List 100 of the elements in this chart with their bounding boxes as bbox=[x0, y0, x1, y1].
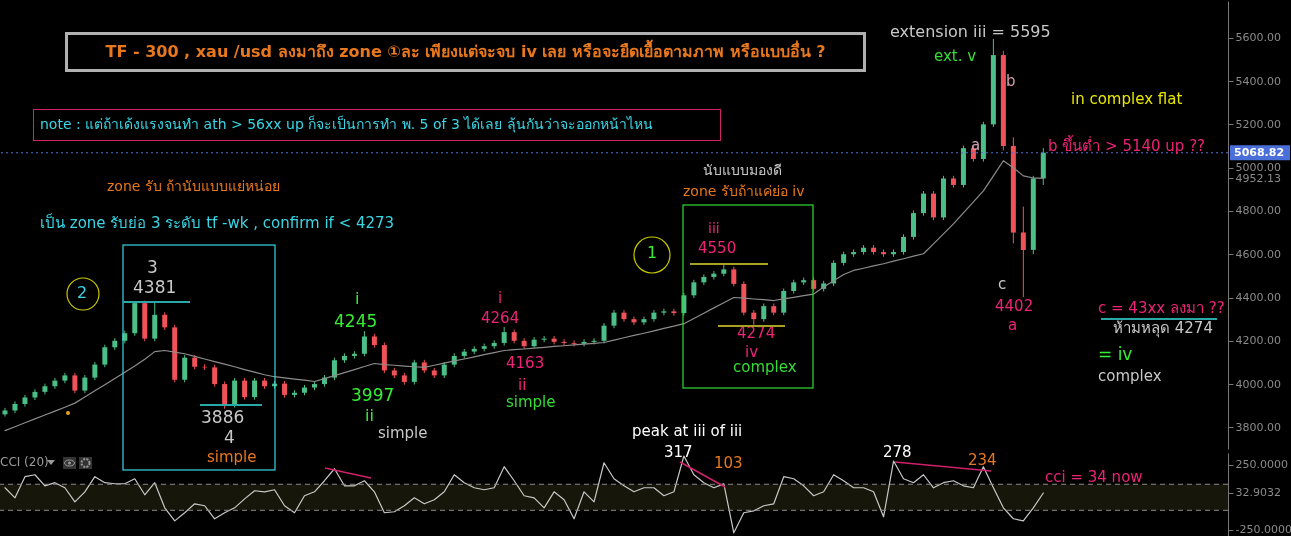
candlestick bbox=[631, 316, 637, 326]
candlestick bbox=[921, 190, 926, 217]
annotation: 3886 bbox=[201, 407, 245, 427]
candlestick bbox=[731, 266, 737, 287]
annotation: ii bbox=[518, 376, 527, 394]
candlestick bbox=[521, 337, 527, 350]
annotation: complex bbox=[733, 358, 797, 376]
y-tick-label: -250.0000 bbox=[1235, 523, 1291, 536]
candlestick bbox=[930, 190, 936, 221]
candlestick bbox=[901, 233, 907, 256]
chart-title: CCI (20) bbox=[0, 455, 49, 470]
annotation: 317 bbox=[664, 443, 693, 461]
annotation: 4163 bbox=[506, 354, 545, 372]
y-tick-label: 5400.00 bbox=[1235, 74, 1281, 88]
candlestick bbox=[2, 407, 8, 418]
candlestick bbox=[331, 357, 337, 381]
y-tick-label: 4000.00 bbox=[1235, 377, 1281, 391]
annotation: c bbox=[998, 275, 1007, 293]
annotation: cci = 34 now bbox=[1045, 468, 1143, 486]
candlestick bbox=[541, 335, 547, 343]
candlestick bbox=[72, 372, 78, 394]
annotation: 3 bbox=[147, 257, 158, 277]
candlestick bbox=[831, 259, 837, 287]
candlestick bbox=[411, 359, 417, 386]
candlestick bbox=[242, 377, 248, 401]
annotation: c = 43xx ลงมา ?? bbox=[1098, 299, 1225, 317]
candlestick bbox=[501, 326, 507, 347]
annotation: extension iii = 5595 bbox=[890, 22, 1051, 41]
candlestick bbox=[761, 303, 767, 323]
annotation: b ขึ้นต่ำ > 5140 up ?? bbox=[1048, 137, 1206, 155]
annotation: ext. v bbox=[934, 47, 977, 65]
annotation: a bbox=[1008, 316, 1018, 334]
y-tick-label: 5600.00 bbox=[1235, 31, 1281, 45]
annotation: b bbox=[1006, 72, 1016, 90]
candlestick bbox=[691, 279, 697, 299]
y-tick-label: 4400.00 bbox=[1235, 291, 1281, 304]
candlestick bbox=[102, 344, 108, 368]
annotation: a bbox=[971, 136, 981, 154]
candlestick bbox=[82, 374, 88, 394]
annotation: i bbox=[355, 289, 360, 308]
candlestick bbox=[561, 338, 567, 347]
y-tick-label: 4800.00 bbox=[1235, 204, 1281, 218]
text: note : แต่ถ้าเด้งแรงจนทำ ath > 56xx up ก็จะเป็นการทำ พ. 5 of 3 ได้เลย ลุ้นกันว่าจะออกหน้าไหน bbox=[33, 109, 721, 141]
annotation: 2 bbox=[77, 283, 88, 302]
y-tick-label: 4200.00 bbox=[1235, 334, 1281, 348]
annotation: 4402 bbox=[995, 297, 1034, 315]
annotation: 4 bbox=[224, 427, 235, 447]
candlestick bbox=[551, 335, 557, 345]
candlestick bbox=[601, 322, 607, 344]
candlestick bbox=[182, 354, 188, 383]
annotation: 4381 bbox=[133, 277, 177, 297]
candlestick bbox=[651, 309, 657, 323]
ref-line-label: 5068.82 bbox=[1234, 145, 1285, 159]
annotation: ii bbox=[365, 406, 374, 425]
annotation: peak at iii of iii bbox=[632, 422, 743, 440]
annotation: in complex flat bbox=[1071, 90, 1183, 108]
candlestick bbox=[611, 309, 617, 329]
annotation: i bbox=[498, 289, 503, 307]
candlestick bbox=[911, 210, 917, 240]
y-tick-label: 32.9032 bbox=[1235, 486, 1281, 500]
candlestick bbox=[571, 339, 577, 347]
candlestick bbox=[781, 287, 787, 316]
candlestick bbox=[361, 330, 367, 357]
y-tick-label: 5200.00 bbox=[1235, 117, 1281, 131]
annotation: 278 bbox=[883, 443, 912, 461]
candlestick bbox=[12, 400, 18, 414]
annotation: 103 bbox=[714, 454, 743, 472]
candlestick bbox=[1020, 206, 1026, 298]
annotation: simple bbox=[207, 448, 257, 466]
annotation: = iv bbox=[1098, 344, 1133, 364]
candlestick bbox=[92, 361, 98, 381]
y-tick-label: 3800.00 bbox=[1235, 420, 1281, 434]
annotation: zone รับถ้าแค่ย่อ iv bbox=[683, 183, 805, 200]
candlestick bbox=[152, 301, 158, 342]
annotation: simple bbox=[378, 424, 428, 442]
y-tick-label: 250.0000 bbox=[1235, 458, 1288, 472]
y-tick-label: 4600.00 bbox=[1235, 247, 1281, 261]
candlestick bbox=[222, 380, 228, 410]
candlestick bbox=[252, 377, 258, 401]
candlestick bbox=[661, 308, 667, 316]
annotation: complex bbox=[1098, 367, 1162, 385]
candlestick bbox=[641, 316, 647, 326]
annotation: 234 bbox=[968, 451, 997, 469]
candlestick bbox=[671, 308, 677, 317]
annotation: 4264 bbox=[481, 309, 520, 327]
annotation: iv bbox=[745, 343, 759, 361]
annotation: simple bbox=[506, 393, 556, 411]
text: TF - 300 , xau /usd ลงมาถึง zone ①ละ เพียงแต่จะจบ iv เลย หรือจะยืดเยื้อตามภาพ หรือแบบอื่น ? bbox=[65, 32, 866, 72]
annotation: ห้ามหลุด 4274 bbox=[1113, 319, 1213, 337]
annotation: 4550 bbox=[698, 239, 737, 257]
candlestick bbox=[701, 273, 707, 286]
annotation: iii bbox=[708, 220, 720, 237]
annotation: เป็น zone รับย่อ 3 ระดับ tf -wk , confirm if < 4273 bbox=[40, 214, 395, 232]
candlestick bbox=[591, 337, 597, 345]
candlestick bbox=[621, 309, 627, 323]
annotation: 3997 bbox=[351, 385, 395, 405]
annotation: นับแบบมองดี bbox=[703, 162, 782, 179]
annotation: 4245 bbox=[334, 311, 378, 331]
annotation: zone รับ ถ้านับแบบแย่หน่อย bbox=[107, 178, 281, 195]
candlestick bbox=[212, 364, 218, 388]
